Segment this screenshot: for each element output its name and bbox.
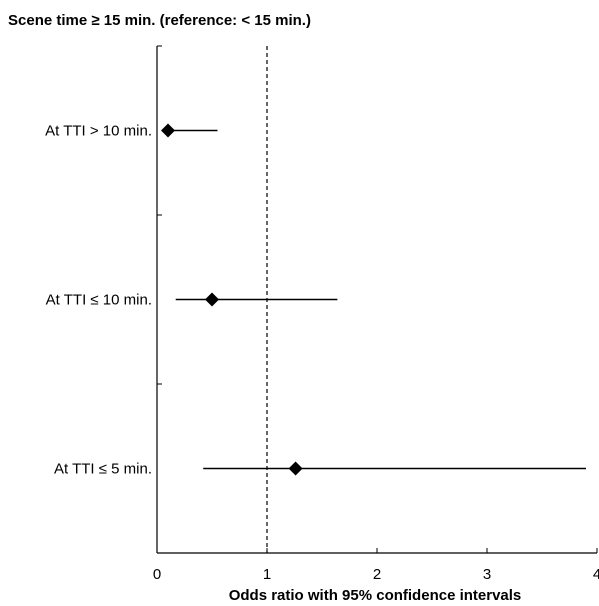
row-label: At TTI ≤ 5 min. <box>54 461 152 478</box>
x-tick-label: 0 <box>153 566 161 583</box>
axes: 0 1 2 3 4 <box>153 45 599 583</box>
rows: At TTI > 10 min. At TTI ≤ 10 min. At TTI ≤… <box>45 123 586 478</box>
estimate-marker <box>288 461 303 476</box>
row-label: At TTI ≤ 10 min. <box>46 292 152 309</box>
row-label: At TTI > 10 min. <box>45 123 152 140</box>
chart-title: Scene time ≥ 15 min. (reference: < 15 mi… <box>8 12 311 29</box>
x-tick-label: 4 <box>593 566 599 583</box>
estimate-marker <box>161 123 175 138</box>
estimate-marker <box>205 292 219 307</box>
x-tick-label: 2 <box>373 566 381 583</box>
x-axis-label: Odds ratio with 95% confidence intervals <box>229 587 522 604</box>
x-tick-label: 1 <box>263 566 271 583</box>
x-tick-label: 3 <box>483 566 491 583</box>
